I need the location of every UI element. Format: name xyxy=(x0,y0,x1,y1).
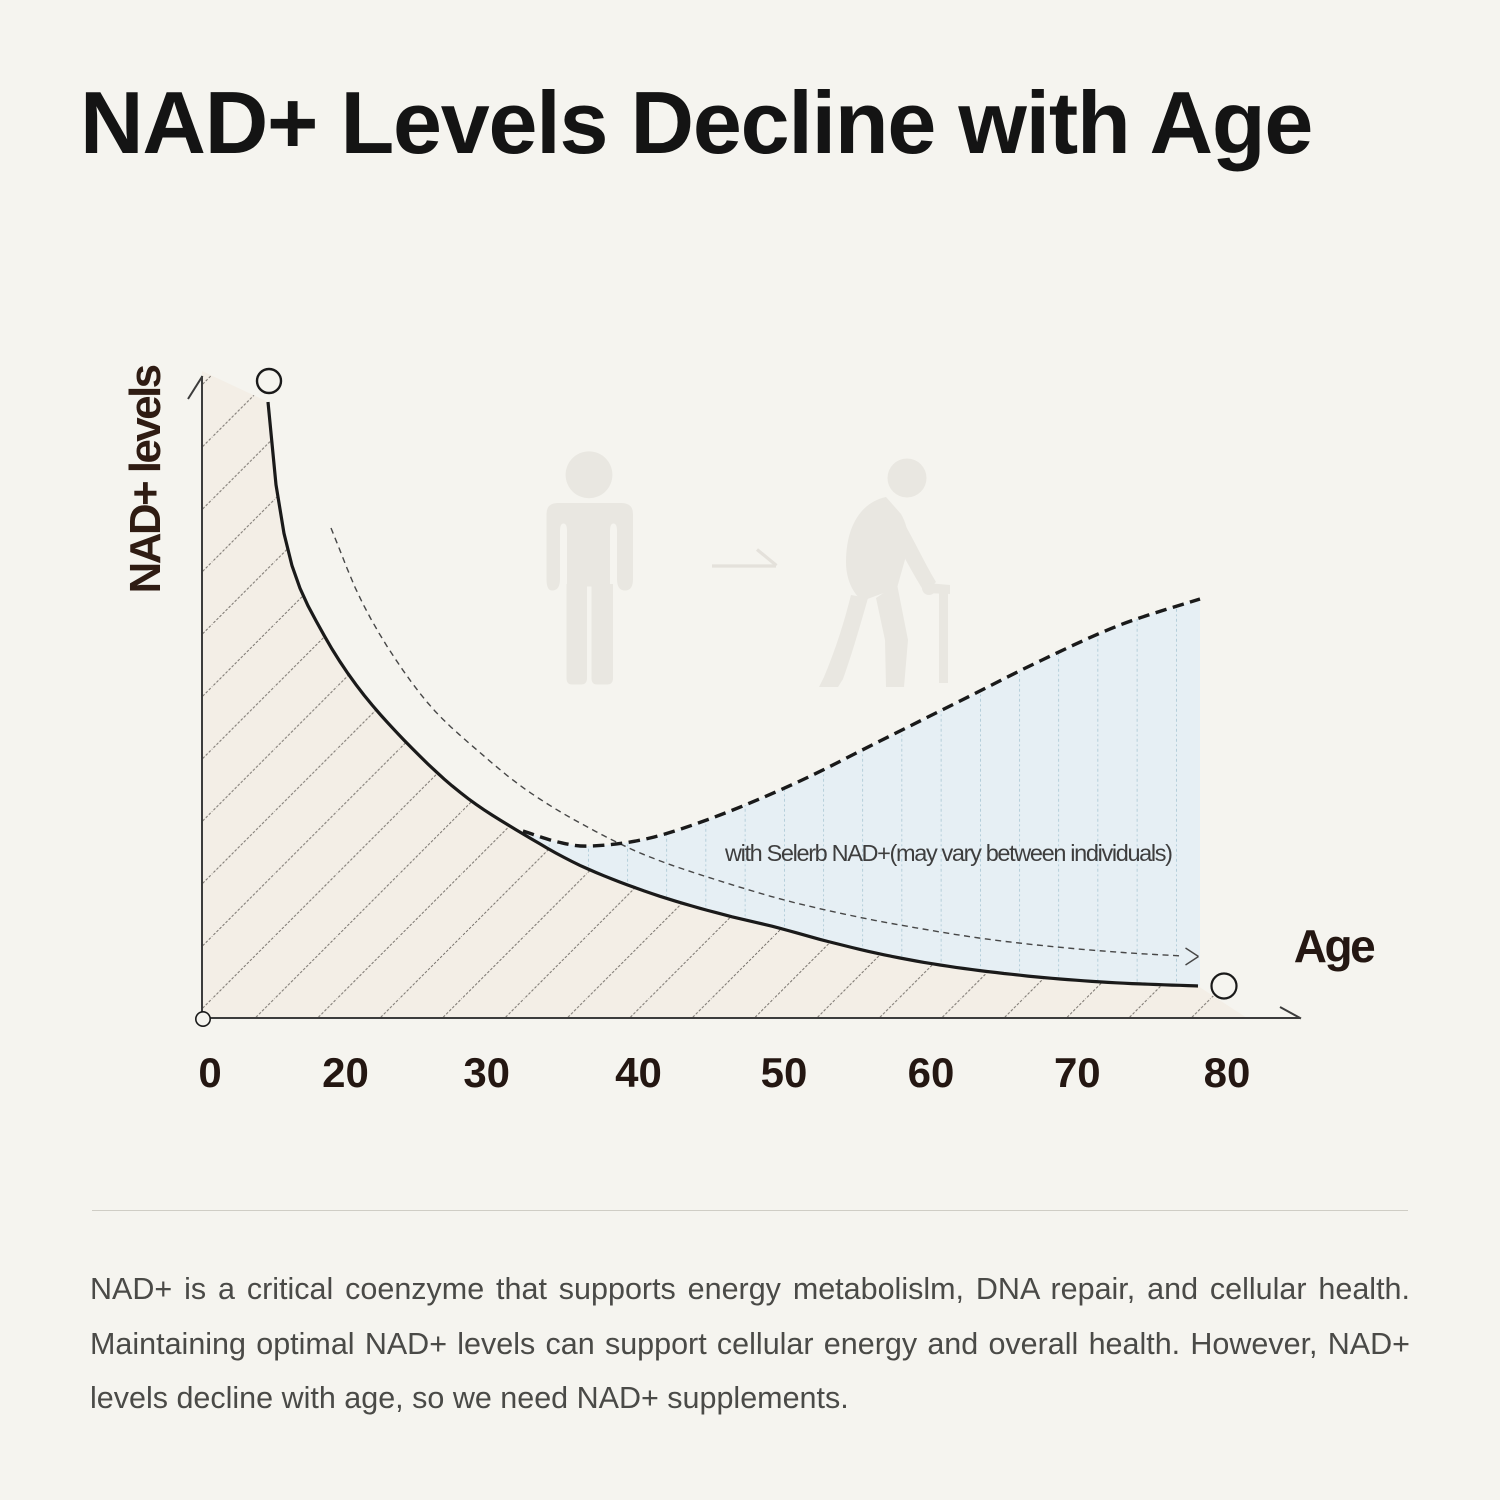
svg-text:30: 30 xyxy=(463,1049,510,1096)
svg-text:Age: Age xyxy=(1294,920,1375,972)
svg-text:NAD+ levels: NAD+ levels xyxy=(121,365,170,593)
svg-text:0: 0 xyxy=(198,1049,221,1096)
svg-text:80: 80 xyxy=(1204,1049,1251,1096)
svg-text:70: 70 xyxy=(1054,1049,1101,1096)
svg-text:50: 50 xyxy=(761,1049,808,1096)
svg-text:20: 20 xyxy=(322,1049,369,1096)
svg-text:with Selerb NAD+(may vary betw: with Selerb NAD+(may vary between indivi… xyxy=(724,840,1172,866)
svg-text:40: 40 xyxy=(615,1049,662,1096)
svg-text:60: 60 xyxy=(908,1049,955,1096)
